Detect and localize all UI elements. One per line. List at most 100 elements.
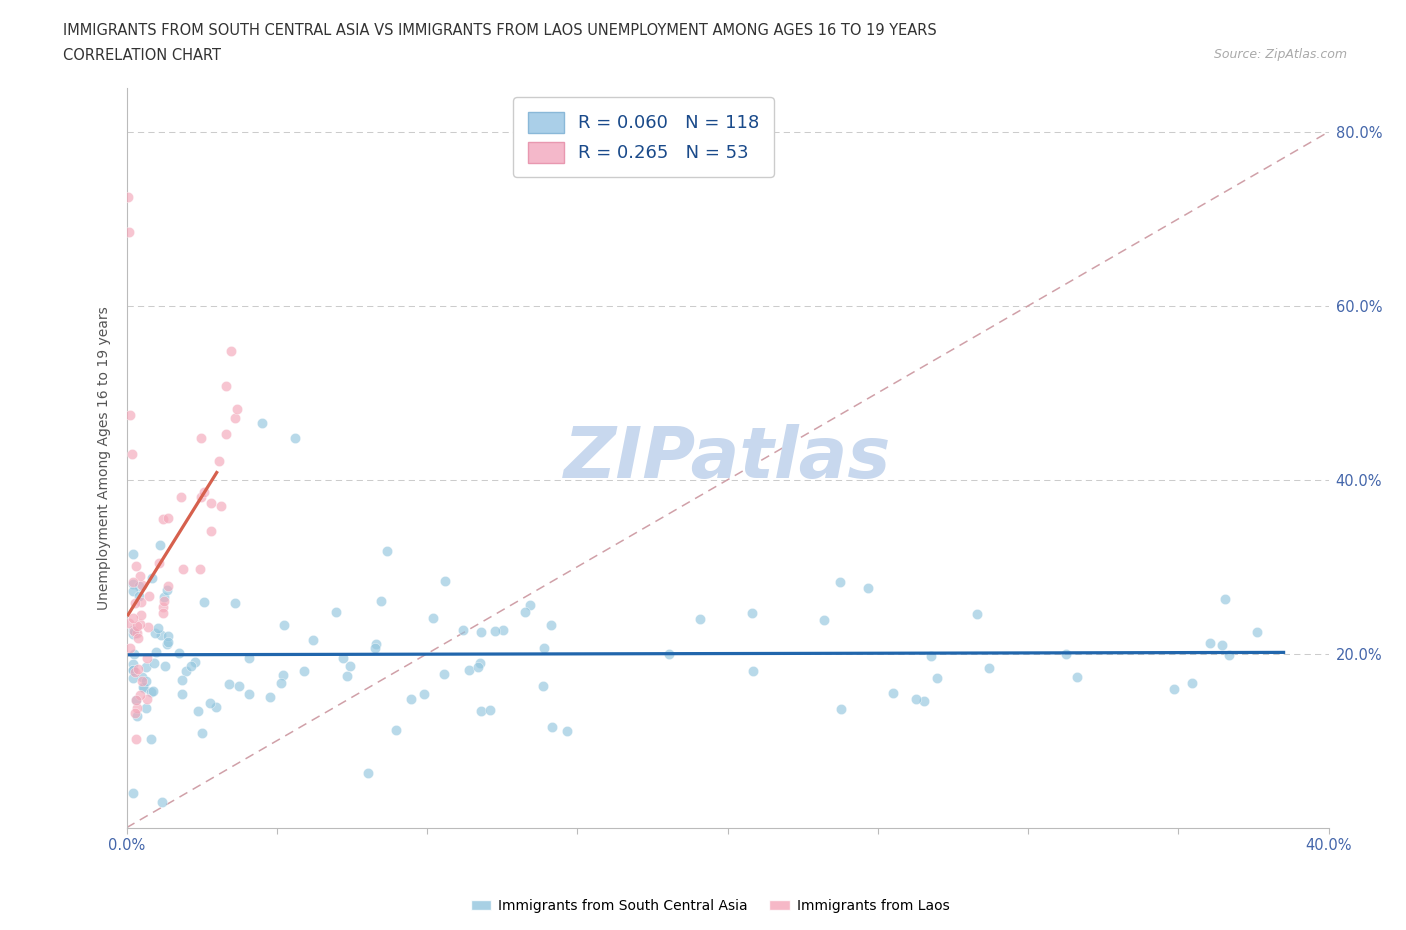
Point [136, 692, 159, 707]
Point [292, 664, 315, 679]
Point [200, 524, 222, 538]
Point [1218, 648, 1240, 663]
Point [190, 489, 212, 504]
Point [451, 622, 474, 637]
Point [172, 562, 194, 577]
Point [830, 702, 852, 717]
Point [125, 692, 148, 707]
Point [174, 663, 197, 678]
Point [1246, 625, 1268, 640]
Point [284, 431, 307, 445]
Point [129, 595, 152, 610]
Point [478, 702, 501, 717]
Point [136, 619, 159, 634]
Point [157, 511, 180, 525]
Point [228, 679, 250, 694]
Point [124, 664, 146, 679]
Point [117, 190, 139, 205]
Point [145, 644, 167, 659]
Point [467, 659, 489, 674]
Point [1163, 682, 1185, 697]
Point [184, 655, 207, 670]
Point [156, 578, 179, 593]
Point [531, 678, 554, 693]
Point [121, 657, 143, 671]
Text: ZIPatlas: ZIPatlas [564, 423, 891, 493]
Point [128, 569, 150, 584]
Point [250, 416, 273, 431]
Point [121, 584, 143, 599]
Point [370, 594, 392, 609]
Point [170, 490, 193, 505]
Point [433, 573, 456, 588]
Point [966, 606, 988, 621]
Point [152, 605, 174, 620]
Point [1181, 675, 1204, 690]
Point [180, 658, 202, 673]
Point [135, 673, 157, 688]
Point [125, 559, 148, 574]
Point [122, 646, 145, 661]
Point [118, 224, 141, 239]
Text: IMMIGRANTS FROM SOUTH CENTRAL ASIA VS IMMIGRANTS FROM LAOS UNEMPLOYMENT AMONG AG: IMMIGRANTS FROM SOUTH CENTRAL ASIA VS IM… [63, 23, 936, 38]
Point [121, 662, 143, 677]
Point [122, 623, 145, 638]
Point [273, 668, 295, 683]
Point [741, 605, 763, 620]
Point [413, 687, 436, 702]
Point [925, 671, 948, 685]
Point [224, 595, 246, 610]
Point [301, 632, 323, 647]
Point [135, 651, 157, 666]
Point [153, 658, 176, 673]
Point [125, 700, 148, 715]
Point [540, 720, 562, 735]
Legend: Immigrants from South Central Asia, Immigrants from Laos: Immigrants from South Central Asia, Immi… [465, 894, 955, 919]
Point [139, 732, 162, 747]
Point [519, 597, 541, 612]
Point [148, 556, 170, 571]
Point [458, 662, 481, 677]
Point [118, 407, 141, 422]
Point [364, 637, 387, 652]
Point [1066, 670, 1088, 684]
Point [357, 765, 380, 780]
Point [153, 594, 176, 609]
Point [132, 680, 155, 695]
Point [135, 700, 157, 715]
Point [513, 604, 536, 619]
Point [124, 595, 146, 610]
Point [172, 672, 194, 687]
Point [128, 617, 150, 631]
Point [273, 618, 295, 632]
Point [658, 647, 681, 662]
Point [364, 641, 387, 656]
Point [131, 578, 153, 592]
Point [150, 794, 173, 809]
Point [156, 582, 179, 597]
Point [135, 659, 157, 674]
Point [882, 686, 904, 701]
Point [905, 691, 928, 706]
Point [270, 675, 292, 690]
Point [215, 379, 238, 393]
Point [1054, 646, 1077, 661]
Point [813, 612, 835, 627]
Point [170, 686, 193, 701]
Point [143, 626, 166, 641]
Point [157, 634, 180, 649]
Point [153, 590, 176, 604]
Point [375, 544, 398, 559]
Point [470, 703, 492, 718]
Point [1213, 591, 1236, 606]
Point [742, 663, 765, 678]
Point [132, 681, 155, 696]
Point [127, 709, 149, 724]
Point [238, 651, 260, 666]
Point [224, 411, 246, 426]
Point [422, 611, 444, 626]
Point [689, 612, 711, 627]
Point [121, 623, 143, 638]
Point [188, 562, 211, 577]
Point [125, 692, 148, 707]
